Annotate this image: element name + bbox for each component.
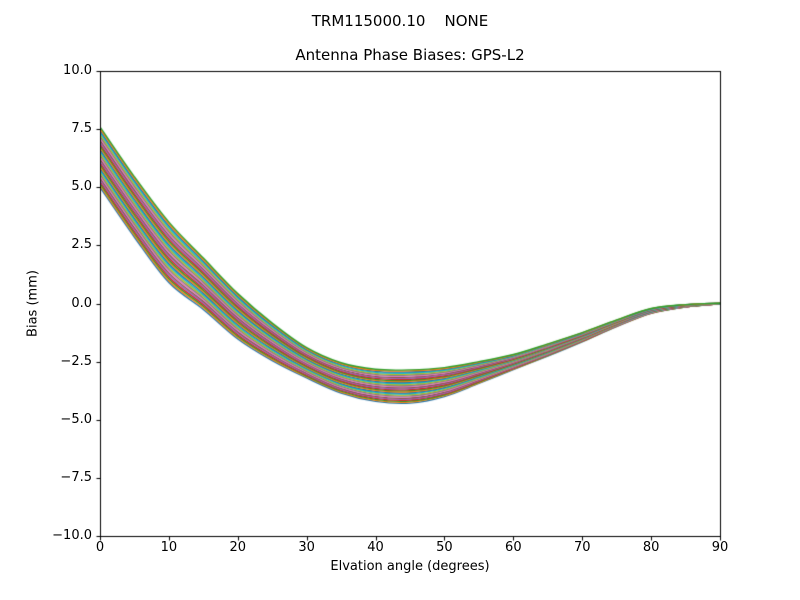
figure-suptitle: TRM115000.10 NONE <box>311 12 489 30</box>
y-tick-label: 2.5 <box>71 237 92 253</box>
x-tick-label: 0 <box>95 540 105 555</box>
y-tick-label: 0.0 <box>71 295 92 311</box>
y-tick-label: −2.5 <box>60 353 92 369</box>
x-tick-label: 60 <box>505 540 522 555</box>
x-tick-label: 70 <box>573 540 591 555</box>
axes-title: Antenna Phase Biases: GPS-L2 <box>295 46 525 64</box>
y-tick-label: 7.5 <box>71 121 92 137</box>
x-tick-label: 50 <box>436 540 453 555</box>
x-tick-label: 40 <box>367 540 384 555</box>
x-axis-label: Elvation angle (degrees) <box>330 559 490 574</box>
y-tick-label: −10.0 <box>52 528 92 543</box>
y-tick-label: −5.0 <box>60 411 92 427</box>
x-tick-label: 10 <box>160 540 178 555</box>
y-tick-label: −7.5 <box>60 469 92 485</box>
x-tick-label: 80 <box>642 540 660 555</box>
y-tick-label: 10.0 <box>63 63 92 78</box>
x-tick-label: 20 <box>229 540 247 555</box>
x-tick-label: 90 <box>711 540 729 555</box>
y-tick-label: 5.0 <box>71 179 92 195</box>
x-tick-label: 30 <box>298 540 315 555</box>
